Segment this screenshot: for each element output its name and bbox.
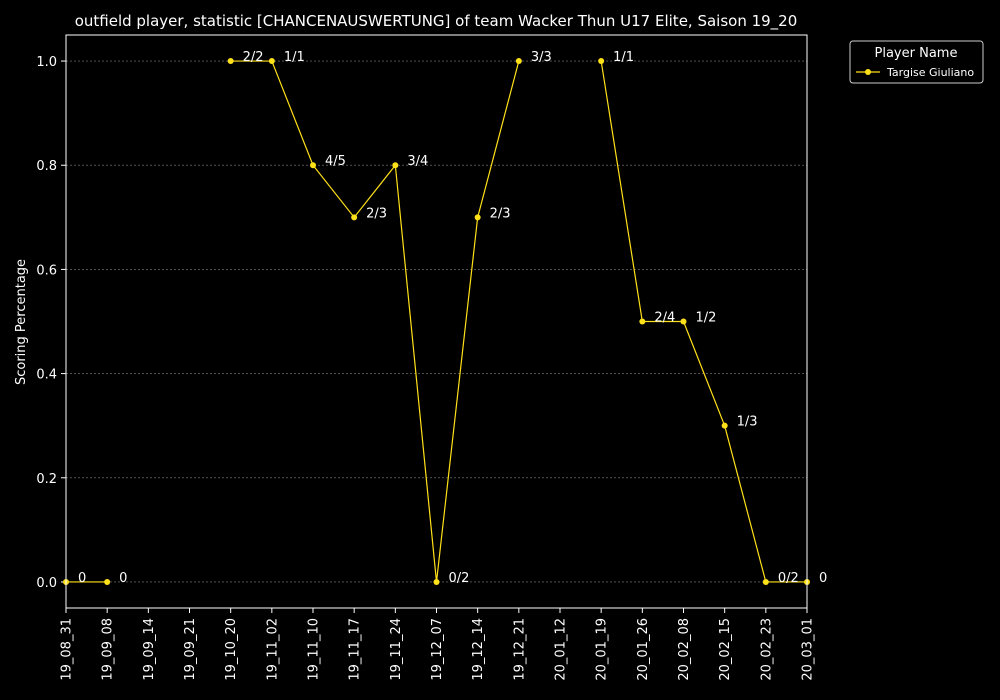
x-tick-label: 19_12_21 [512, 618, 527, 681]
data-point [474, 214, 481, 221]
data-point [515, 58, 522, 65]
plot-frame [65, 34, 808, 609]
data-point [639, 318, 646, 325]
x-tick-label: 19_10_20 [224, 618, 239, 681]
data-label: 1/3 [737, 415, 758, 430]
chart-title: outfield player, statistic [CHANCENAUSWE… [75, 12, 798, 31]
data-label: 1/2 [696, 311, 717, 326]
x-tick-label: 19_08_31 [60, 618, 75, 681]
x-tick-label: 19_09_21 [183, 618, 198, 681]
data-point [104, 578, 111, 585]
y-tick-label: 0.4 [36, 368, 57, 383]
y-tick-label: 0.0 [36, 576, 57, 591]
series-line [230, 60, 520, 583]
data-label: 0 [78, 571, 86, 586]
data-label: 2/3 [490, 206, 511, 221]
x-tick-label: 20_02_08 [677, 618, 692, 681]
x-tick-label: 19_11_02 [265, 618, 280, 681]
legend-title: Player Name [875, 46, 958, 61]
series-line [600, 60, 807, 583]
data-point [227, 58, 234, 65]
x-tick-label: 20_03_01 [801, 618, 816, 681]
x-axis-ticks: 19_08_31 19_09_08 19_09_14 19_09_21 19_10_20… [60, 608, 816, 681]
data-label: 2/2 [243, 50, 264, 65]
data-point [762, 578, 769, 585]
data-point [392, 162, 399, 169]
data-point [680, 318, 687, 325]
y-tick-label: 0.2 [36, 472, 57, 487]
data-label: 2/4 [654, 311, 675, 326]
data-point [351, 214, 358, 221]
grid-lines [66, 60, 807, 583]
x-tick-label: 20_01_26 [636, 618, 651, 681]
legend-box [849, 40, 984, 84]
x-tick-label: 19_11_24 [389, 618, 404, 681]
x-tick-label: 20_02_15 [718, 618, 733, 681]
data-point [433, 578, 440, 585]
data-label: 0/2 [449, 571, 470, 586]
x-tick-label: 20_02_23 [759, 618, 774, 681]
data-point [721, 422, 728, 429]
x-tick-label: 20_01_19 [595, 618, 610, 681]
x-tick-label: 19_12_14 [471, 618, 486, 681]
data-label: 1/1 [284, 50, 305, 65]
y-axis-label: Scoring Percentage [14, 259, 29, 385]
x-tick-label: 19_12_07 [430, 618, 445, 681]
data-point [598, 58, 605, 65]
data-label: 0/2 [778, 571, 799, 586]
x-tick-label: 19_11_10 [307, 618, 322, 681]
x-tick-label: 19_09_08 [101, 618, 116, 681]
x-tick-label: 19_11_17 [348, 618, 363, 681]
data-label: 4/5 [325, 154, 346, 169]
data-point [268, 58, 275, 65]
data-label: 0 [119, 571, 127, 586]
data-label: 0 [819, 571, 827, 586]
data-label: 3/4 [407, 154, 428, 169]
y-tick-label: 1.0 [36, 55, 57, 70]
x-tick-label: 20_01_12 [554, 618, 569, 681]
x-tick-label: 19_09_14 [142, 618, 157, 681]
legend-swatch-marker [865, 69, 871, 75]
y-axis-ticks: 0.0 0.2 0.4 0.6 0.8 1.0 [36, 55, 66, 591]
data-point [310, 162, 316, 169]
legend: Player Name Targise Giuliano [849, 40, 984, 84]
y-tick-label: 0.6 [36, 263, 57, 278]
data-label: 1/1 [613, 50, 634, 65]
data-label: 2/3 [366, 206, 387, 221]
legend-entry-label: Targise Giuliano [886, 66, 974, 79]
y-tick-label: 0.8 [36, 159, 57, 174]
data-label: 3/3 [531, 50, 552, 65]
